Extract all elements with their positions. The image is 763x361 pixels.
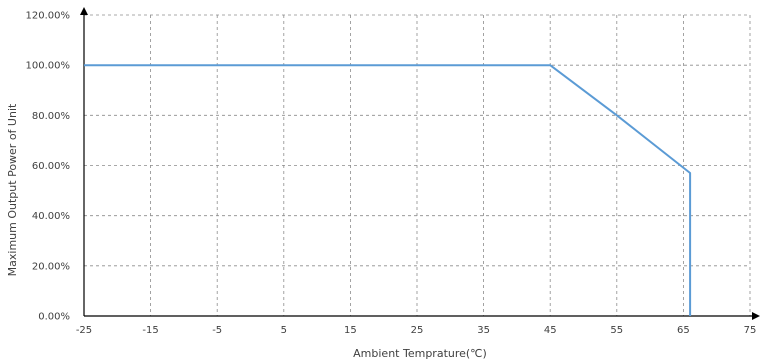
x-tick-label: 15	[344, 325, 357, 336]
x-tick-label: -25	[76, 325, 92, 336]
x-tick-label: -15	[142, 325, 158, 336]
y-axis-title: Maximum Output Power of Unit	[6, 103, 19, 276]
y-tick-labels: 0.00% 20.00% 40.00% 60.00% 80.00% 100.00% 120.…	[26, 11, 71, 323]
y-tick-label: 20.00%	[32, 261, 70, 272]
y-tick-label: 100.00%	[26, 61, 71, 72]
x-tick-labels: -25 -15 -5 5 15 25 35 45 55 65 75	[76, 325, 757, 336]
y-axis-arrow	[80, 7, 88, 15]
y-tick-label: 80.00%	[32, 111, 70, 122]
x-tick-label: 65	[677, 325, 690, 336]
series-group	[84, 64, 692, 316]
y-tick-label: 0.00%	[38, 312, 70, 323]
x-tick-label: 5	[281, 325, 287, 336]
grid	[84, 14, 751, 316]
x-tick-label: 55	[610, 325, 623, 336]
x-axis-arrow	[752, 312, 760, 320]
x-tick-label: 45	[544, 325, 557, 336]
x-axis-title: Ambient Temprature(℃)	[353, 347, 487, 360]
y-tick-label: 60.00%	[32, 161, 70, 172]
y-tick-label: 40.00%	[32, 211, 70, 222]
derating-series-line	[84, 64, 692, 316]
axes	[80, 7, 760, 320]
x-tick-label: -5	[212, 325, 222, 336]
y-tick-label: 120.00%	[26, 11, 71, 22]
x-tick-label: 35	[477, 325, 490, 336]
x-tick-label: 25	[411, 325, 424, 336]
x-tick-label: 75	[744, 325, 757, 336]
